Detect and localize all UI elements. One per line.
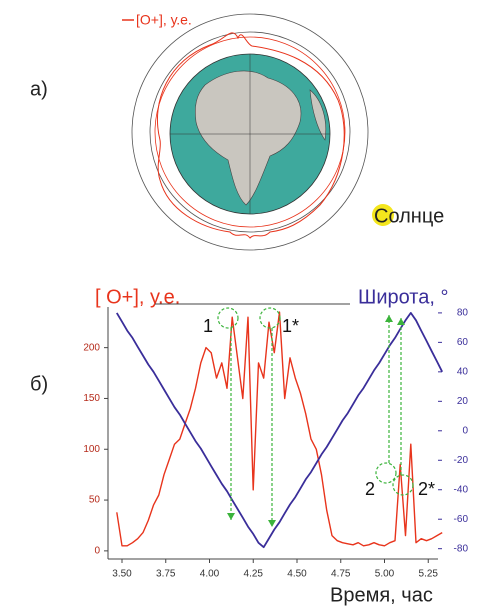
highlight-circle — [392, 474, 414, 496]
x-tick-label: 5.00 — [375, 569, 395, 580]
y2-tick-label: 0 — [462, 425, 468, 436]
plot: 3.50 3.75 4.00 4.25 4.50 4.75 5.00 5.25 0 50 100 15… — [83, 307, 468, 580]
x-tick-label: 4.50 — [287, 569, 307, 580]
x-axis-title: Время, час — [330, 584, 433, 606]
annotation: 1* — [282, 316, 299, 336]
y-axis-title: [ O+], у.е. — [95, 286, 180, 308]
legend-label: [O+], у.е. — [136, 12, 192, 28]
y2-tick-label: 20 — [457, 396, 469, 407]
x-tick-label: 4.75 — [331, 569, 351, 580]
y2-tick-label: 40 — [457, 366, 469, 377]
sun-icon — [372, 204, 394, 226]
arrow-head — [268, 520, 276, 527]
y2-tick-label: -80 — [454, 543, 469, 554]
series-line — [116, 312, 444, 549]
y2-tick-label: -60 — [454, 514, 469, 525]
y-tick-label: 0 — [94, 546, 100, 557]
outer-ring — [131, 13, 369, 251]
highlight-circle — [217, 307, 239, 329]
highlight-circle — [259, 307, 281, 329]
x-tick-label: 4.25 — [244, 569, 264, 580]
annotation: 2 — [365, 479, 375, 499]
y2-tick-label: -40 — [454, 484, 469, 495]
oplus-curve — [156, 32, 345, 239]
orbit — [154, 36, 346, 228]
x-tick-label: 4.00 — [200, 569, 220, 580]
annotation: 2* — [418, 479, 435, 499]
panel-label: а) — [30, 78, 48, 100]
continent — [309, 89, 327, 141]
arrow-head — [397, 318, 405, 325]
annotation: 1 — [203, 316, 213, 336]
x-tick-label: 5.25 — [419, 569, 439, 580]
y-tick-label: 100 — [83, 444, 100, 455]
x-tick-label: 3.75 — [156, 569, 176, 580]
series-line — [116, 311, 443, 547]
continent — [194, 70, 302, 206]
y2-tick-label: -20 — [454, 455, 469, 466]
y2-axis-title: Широта, ° — [358, 286, 448, 308]
y-tick-label: 150 — [83, 393, 100, 404]
y-tick-label: 200 — [83, 342, 100, 353]
inner-ring — [149, 31, 351, 233]
panel-label: б) — [30, 373, 48, 395]
orbit-diagram — [131, 13, 369, 251]
y-tick-label: 50 — [89, 495, 101, 506]
highlight-circle — [375, 462, 397, 484]
arrow-head — [385, 315, 393, 322]
sun-label: Солнце — [374, 205, 444, 227]
x-tick-label: 3.50 — [112, 569, 132, 580]
y2-tick-label: 60 — [457, 337, 469, 348]
arrow-head — [227, 513, 235, 520]
y2-tick-label: 80 — [457, 308, 469, 319]
